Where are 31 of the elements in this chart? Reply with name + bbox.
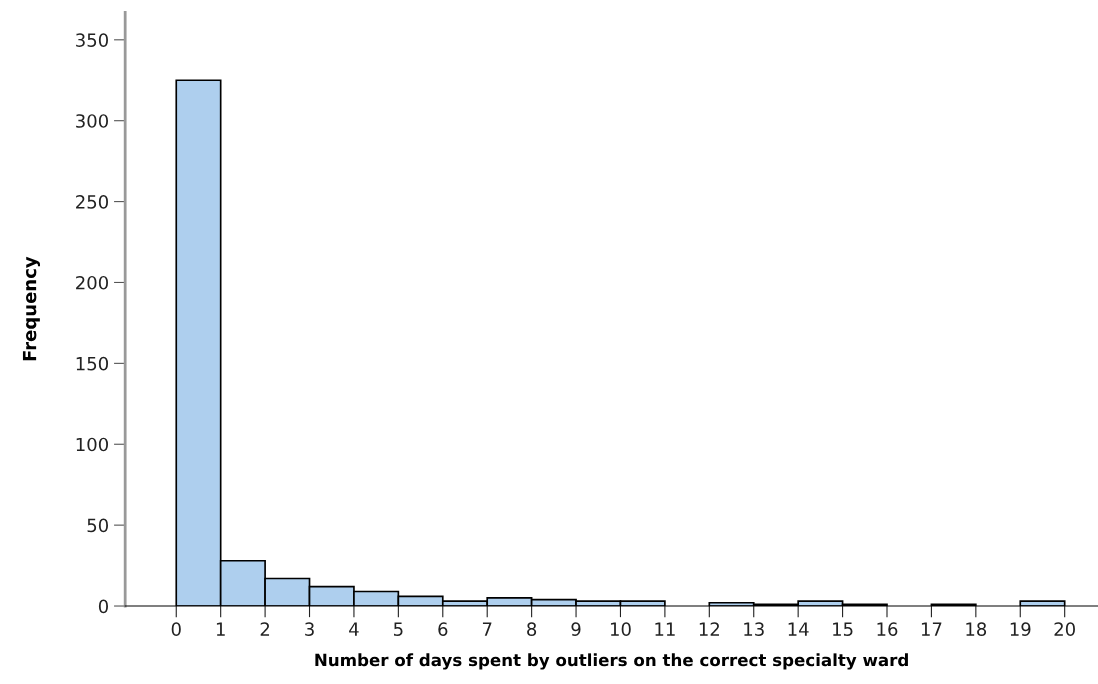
- y-tick-label: 250: [76, 195, 108, 209]
- x-tick-label: 4: [349, 622, 359, 636]
- y-tick-label: 300: [76, 114, 108, 128]
- x-tick-label: 9: [571, 622, 581, 636]
- x-tick-label: 13: [744, 622, 764, 636]
- x-tick-label: 11: [655, 622, 675, 636]
- y-axis-title: Frequency: [22, 256, 41, 361]
- y-tick-label: 50: [87, 518, 108, 533]
- x-tick-label: 2: [260, 622, 270, 636]
- x-tick-label: 17: [921, 622, 942, 636]
- x-tick-label: 12: [699, 622, 719, 636]
- x-axis-title: Number of days spent by outliers on the correct specialty ward: [315, 653, 908, 670]
- x-tick-label: 6: [438, 622, 448, 636]
- x-tick-label: 5: [394, 622, 403, 636]
- x-tick-label: 18: [966, 622, 987, 636]
- x-tick-label: 16: [877, 622, 898, 636]
- x-tick-label: 14: [788, 622, 809, 636]
- y-tick-label: 150: [76, 356, 108, 371]
- x-tick-label: 19: [1010, 622, 1031, 636]
- x-tick-label: 7: [482, 622, 492, 636]
- x-tick-label: 20: [1054, 622, 1075, 636]
- y-tick-label: 100: [76, 437, 108, 452]
- y-tick-label: 0: [98, 599, 108, 614]
- x-tick-label: 15: [833, 622, 853, 636]
- x-tick-label: 0: [171, 622, 181, 636]
- x-tick-label: 8: [527, 622, 537, 636]
- y-tick-label: 200: [76, 275, 108, 290]
- y-tick-label: 350: [76, 33, 108, 47]
- x-tick-label: 3: [305, 622, 314, 636]
- x-tick-label: 1: [216, 622, 225, 636]
- x-tick-label: 10: [610, 622, 631, 636]
